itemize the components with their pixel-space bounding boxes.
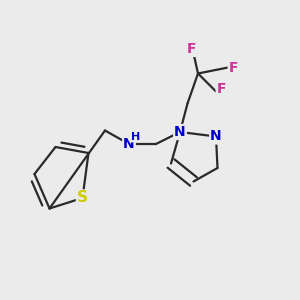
Text: F: F bbox=[229, 61, 238, 74]
Text: N: N bbox=[210, 130, 222, 143]
Text: H: H bbox=[131, 131, 140, 142]
Text: S: S bbox=[77, 190, 88, 206]
Text: N: N bbox=[174, 125, 186, 139]
Text: F: F bbox=[217, 82, 226, 96]
Text: N: N bbox=[123, 137, 135, 151]
Text: F: F bbox=[187, 42, 197, 56]
